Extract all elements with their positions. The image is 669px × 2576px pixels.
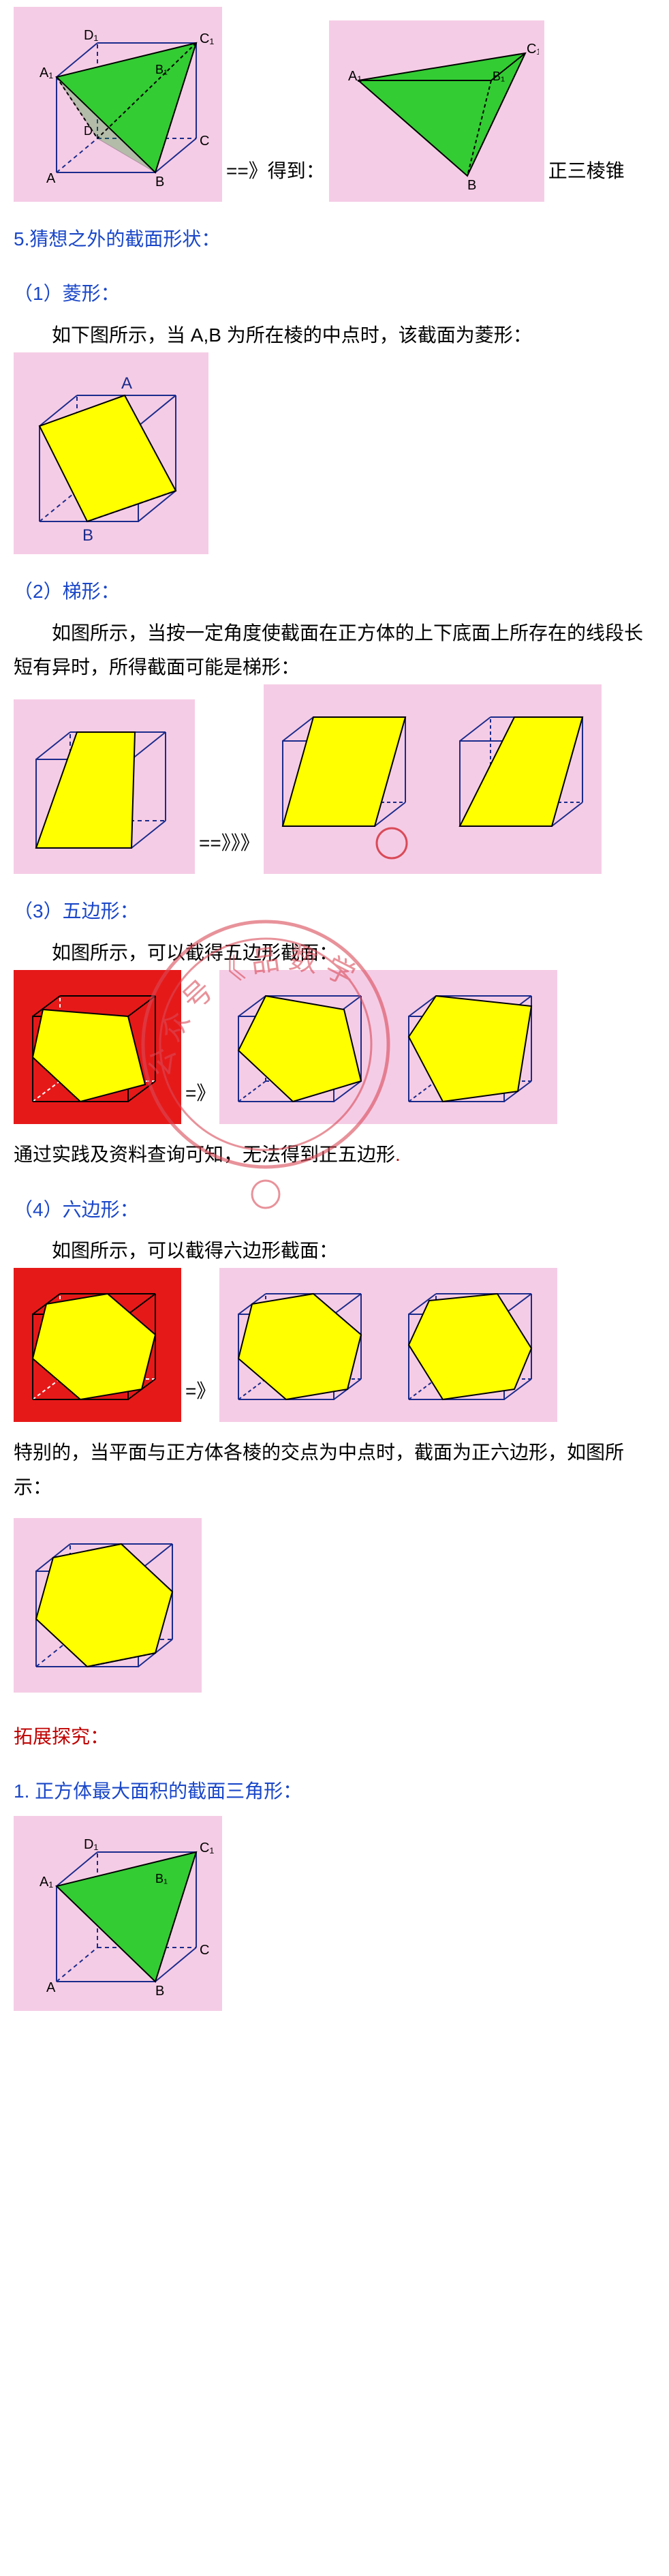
svg-text:A₁: A₁ — [40, 1875, 53, 1890]
trap-fig-group — [264, 684, 602, 874]
reg-hex-svg — [19, 1524, 196, 1687]
svg-text:C₁: C₁ — [200, 1840, 214, 1855]
trap-arrow: ==》》》 — [199, 826, 260, 860]
svg-text:D₁: D₁ — [84, 1837, 98, 1852]
svg-text:C₁: C₁ — [200, 31, 214, 46]
pent-svg-2 — [225, 975, 552, 1119]
max-tri-fig: A B C A₁ B₁ C₁ D₁ — [14, 1816, 222, 2011]
pent-fig-group — [219, 970, 557, 1124]
cube-tetra-figure: A B C D A₁ B₁ C₁ D₁ — [14, 7, 222, 202]
reg-hex-row — [14, 1518, 655, 1693]
svg-text:C₁: C₁ — [527, 42, 539, 57]
svg-text:D₁: D₁ — [84, 28, 98, 43]
max-tri-row: A B C A₁ B₁ C₁ D₁ — [14, 1816, 655, 2011]
reg-hex-fig — [14, 1518, 202, 1693]
tetra-svg: A₁ B₁ C₁ B — [334, 26, 539, 196]
pentagon-section: 公众号《品数学》 （3）五边形： 如图所示，可以截得五边形截面： — [14, 894, 655, 1172]
hex-fig-1 — [14, 1268, 181, 1422]
rhombus-label: （1）菱形： — [14, 277, 655, 311]
arrow-text-1: ==》得到： — [226, 154, 325, 188]
hex-label: （4）六边形： — [14, 1193, 655, 1227]
tetra-row: A B C D A₁ B₁ C₁ D₁ ==》得到： A₁ B₁ C₁ B — [14, 7, 655, 202]
trap-desc: 如图所示，当按一定角度使截面在正方体的上下底面上所存在的线段长短有异时，所得截面… — [14, 616, 655, 685]
extension-item1: 1. 正方体最大面积的截面三角形： — [14, 1774, 655, 1808]
rhombus-svg: A B — [19, 358, 203, 549]
pent-note: 通过实践及资料查询可知，无法得到正五边形. — [14, 1138, 655, 1172]
document-body: A B C D A₁ B₁ C₁ D₁ ==》得到： A₁ B₁ C₁ B — [0, 0, 669, 2031]
svg-text:B₁: B₁ — [155, 63, 168, 76]
trap-fig-1 — [14, 699, 195, 874]
trap-row: ==》》》 — [14, 684, 655, 874]
hex-special: 特别的，当平面与正方体各棱的交点为中点时，截面为正六边形，如图所示： — [14, 1436, 655, 1504]
hex-svg-2 — [225, 1273, 552, 1416]
pent-arrow: =》 — [185, 1076, 215, 1110]
hex-arrow: =》 — [185, 1374, 215, 1408]
rhombus-desc: 如下图所示，当 A,B 为所在棱的中点时，该截面为菱形： — [14, 318, 655, 352]
svg-text:A₁: A₁ — [40, 65, 53, 80]
trap-svg-1 — [19, 705, 189, 868]
rhombus-point-b: B — [82, 526, 93, 545]
hex-svg-1 — [19, 1273, 176, 1416]
svg-text:B: B — [155, 175, 164, 190]
section5-title: 5.猜想之外的截面形状： — [14, 222, 655, 256]
svg-text:D: D — [84, 124, 93, 138]
svg-text:B: B — [467, 178, 476, 193]
svg-text:A₁: A₁ — [348, 69, 362, 84]
svg-text:B: B — [155, 1984, 164, 1999]
trap-svg-2 — [269, 690, 596, 860]
max-tri-svg: A B C A₁ B₁ C₁ D₁ — [19, 1821, 217, 2005]
hex-fig-group — [219, 1268, 557, 1422]
svg-text:C: C — [200, 134, 209, 149]
svg-text:C: C — [200, 1943, 209, 1958]
svg-text:A: A — [46, 171, 56, 186]
cube-with-tetra-svg: A B C D A₁ B₁ C₁ D₁ — [19, 12, 217, 196]
pent-desc: 如图所示，可以截得五边形截面： — [14, 936, 655, 970]
pent-row: =》 — [14, 970, 655, 1124]
pent-fig-1 — [14, 970, 181, 1124]
svg-text:B₁: B₁ — [493, 70, 505, 83]
hex-desc: 如图所示，可以截得六边形截面： — [14, 1234, 655, 1268]
svg-text:B₁: B₁ — [155, 1872, 168, 1885]
extension-title: 拓展探究： — [14, 1720, 655, 1754]
rhombus-figure: A B — [14, 352, 208, 554]
svg-text:A: A — [46, 1980, 56, 1995]
rhombus-row: A B — [14, 352, 655, 554]
pent-label: （3）五边形： — [14, 894, 655, 928]
tetra-result-label: 正三棱锥 — [548, 154, 625, 188]
trap-label: （2）梯形： — [14, 575, 655, 609]
pent-svg-1 — [19, 975, 176, 1119]
hex-row: =》 — [14, 1268, 655, 1422]
rhombus-point-a: A — [121, 374, 132, 393]
tetra-figure: A₁ B₁ C₁ B — [329, 20, 544, 202]
